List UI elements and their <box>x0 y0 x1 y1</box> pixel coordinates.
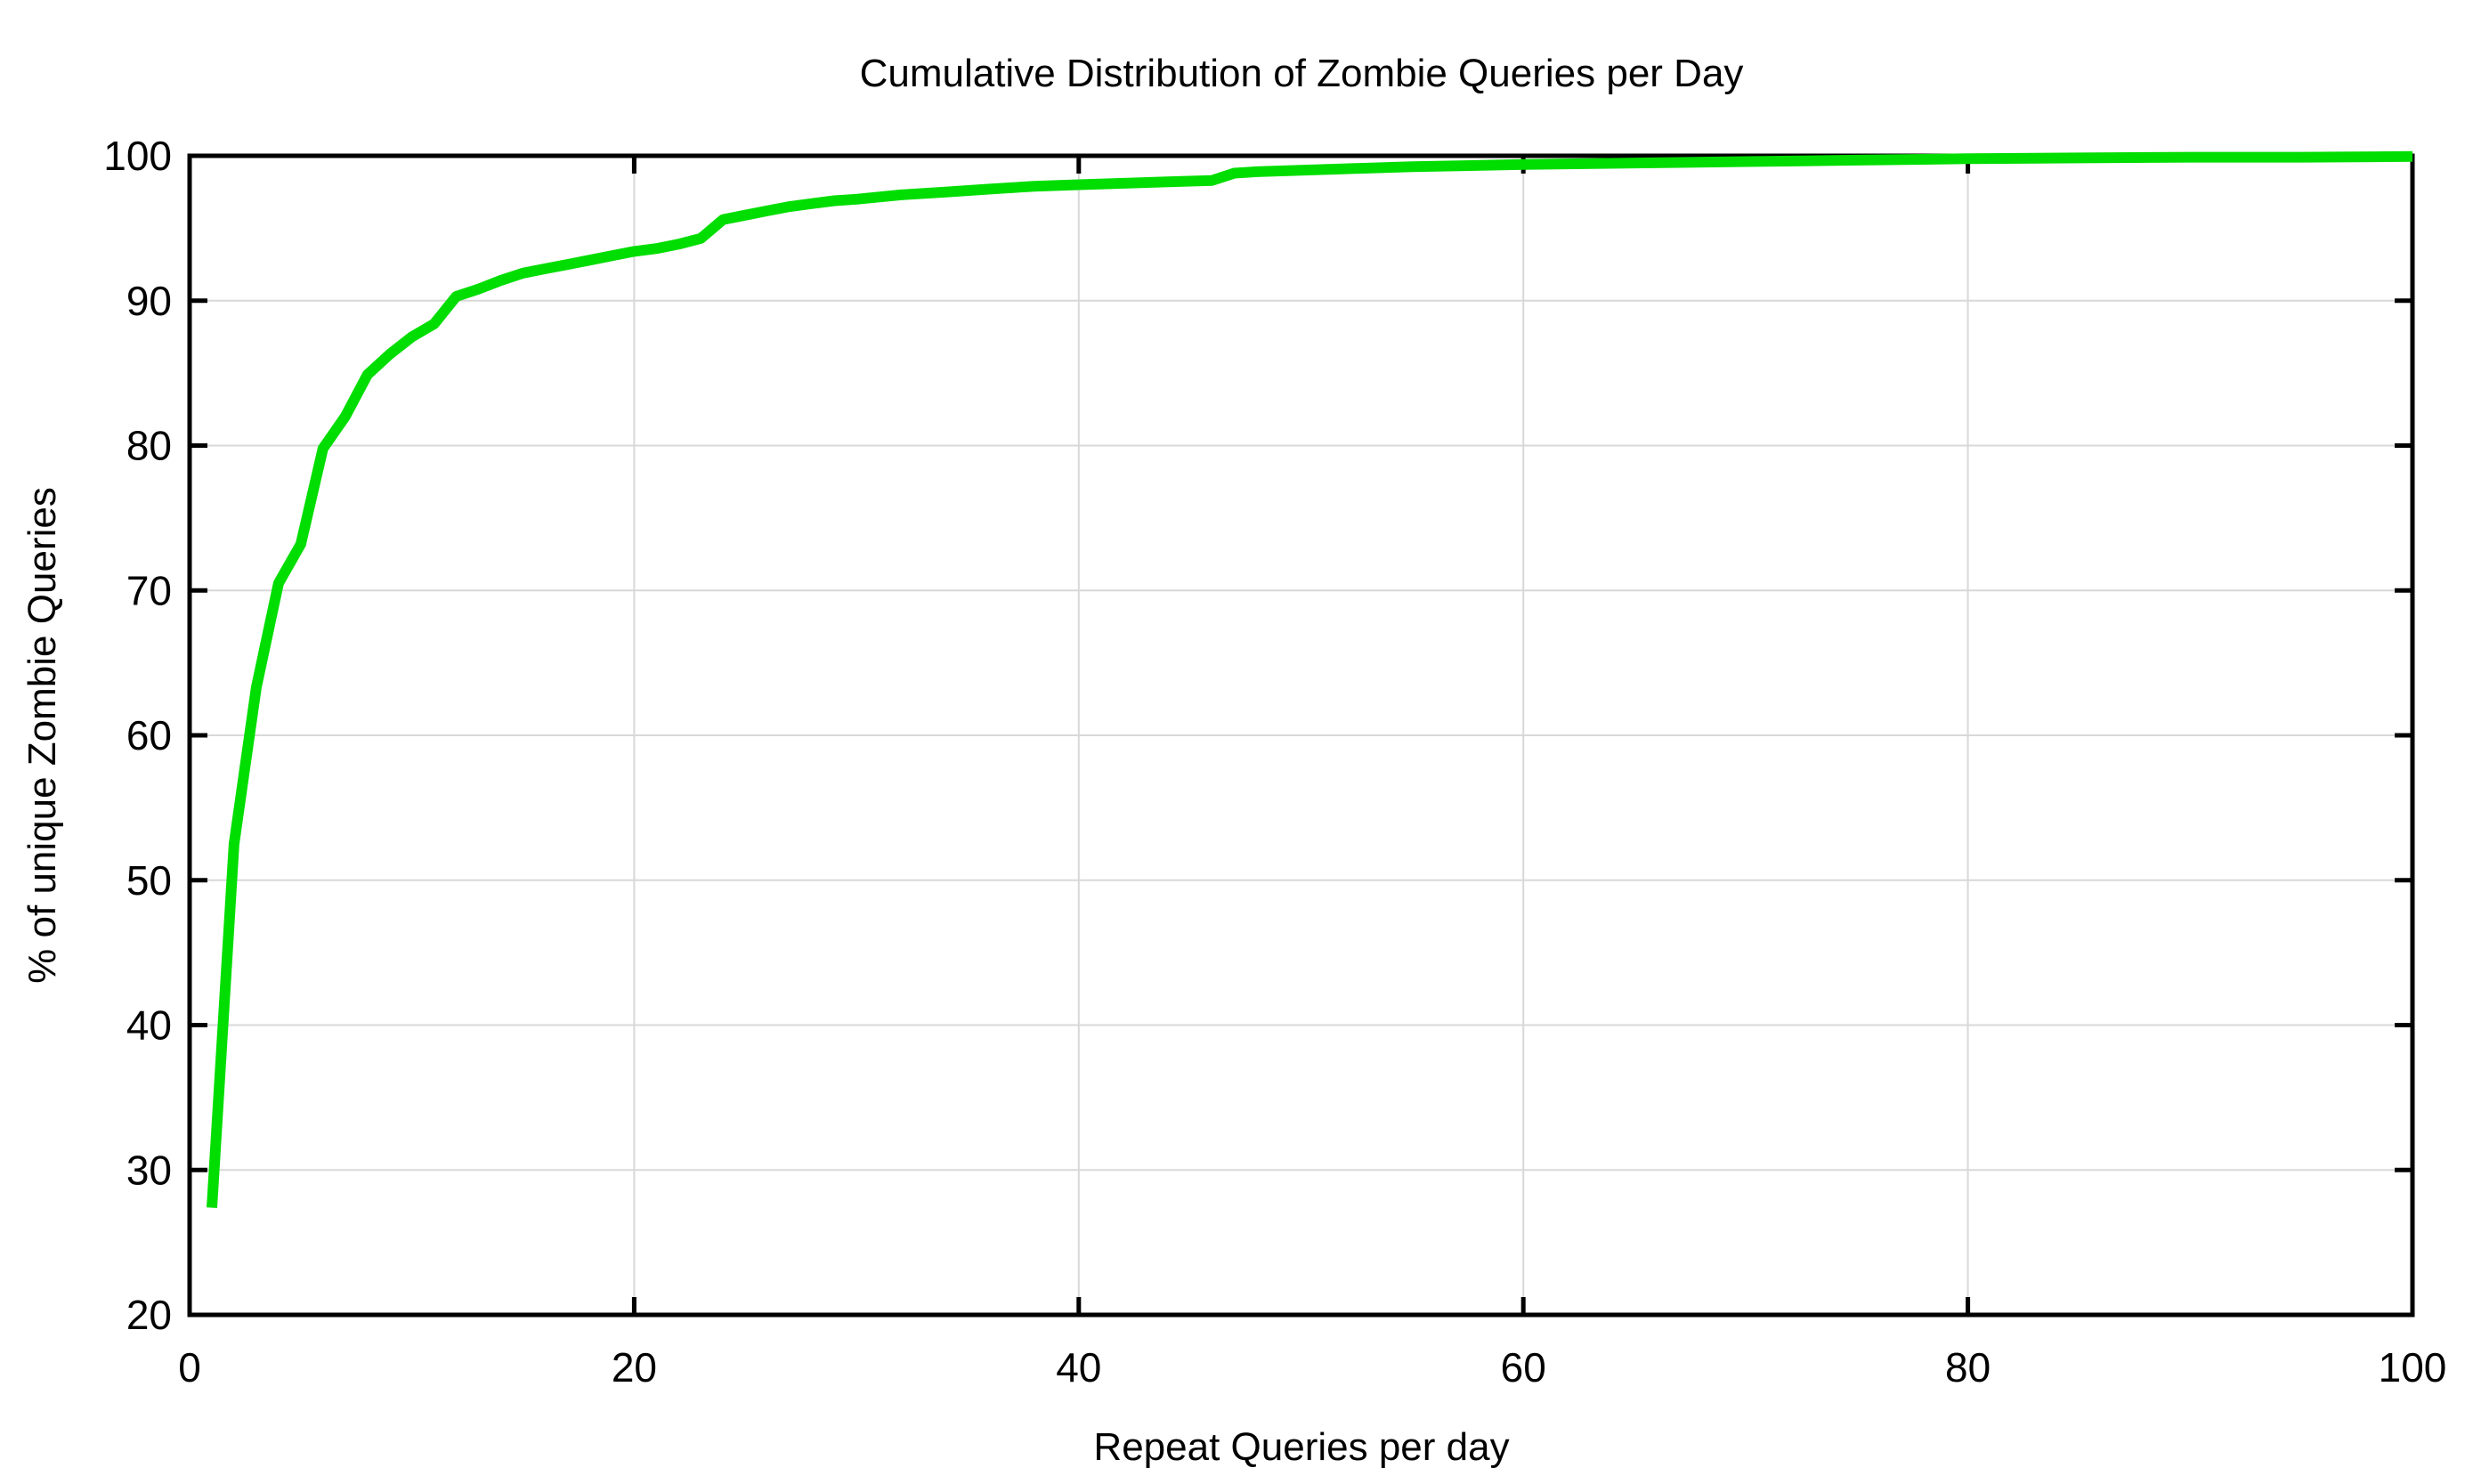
x-tick-label: 40 <box>1056 1344 1101 1391</box>
gridlines <box>190 156 2412 1315</box>
y-tick-label: 100 <box>103 133 172 179</box>
x-tick-label: 20 <box>612 1344 657 1391</box>
y-tick-label: 50 <box>126 857 172 904</box>
chart-title: Cumulative Distribution of Zombie Querie… <box>860 52 1744 95</box>
y-axis-title: % of unique Zombie Queries <box>20 487 64 984</box>
cdf-curve <box>207 150 2413 1208</box>
y-tick-label: 60 <box>126 712 172 758</box>
plot-border <box>187 153 2415 1318</box>
x-tick-label: 100 <box>2379 1344 2447 1391</box>
y-tick-label: 40 <box>126 1002 172 1049</box>
x-axis-title: Repeat Queries per day <box>1093 1425 1509 1469</box>
y-tick-label: 80 <box>126 423 172 469</box>
y-tick-label: 30 <box>126 1147 172 1193</box>
x-tick-label: 60 <box>1501 1344 1546 1391</box>
x-tick-label: 0 <box>178 1344 201 1391</box>
y-tick-label: 20 <box>126 1292 172 1338</box>
y-tick-label: 90 <box>126 278 172 324</box>
y-tick-label: 70 <box>126 567 172 613</box>
x-tick-label: 80 <box>1945 1344 1991 1391</box>
